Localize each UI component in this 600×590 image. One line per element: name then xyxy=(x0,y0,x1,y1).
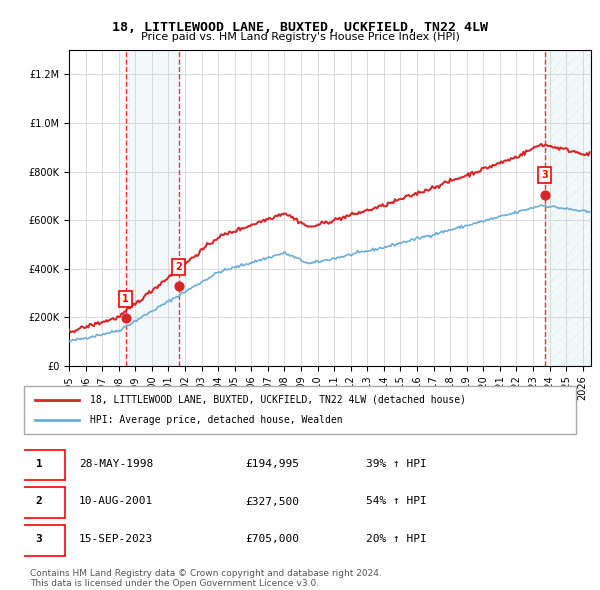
Text: 3: 3 xyxy=(35,535,42,544)
Text: 20% ↑ HPI: 20% ↑ HPI xyxy=(366,535,427,544)
Text: 39% ↑ HPI: 39% ↑ HPI xyxy=(366,459,427,468)
FancyBboxPatch shape xyxy=(24,386,576,434)
FancyBboxPatch shape xyxy=(13,487,65,518)
Bar xyxy=(545,50,591,366)
Text: 3: 3 xyxy=(541,170,548,180)
Point xyxy=(540,190,550,199)
FancyBboxPatch shape xyxy=(13,450,65,480)
Text: 28-MAY-1998: 28-MAY-1998 xyxy=(79,459,154,468)
Text: 15-SEP-2023: 15-SEP-2023 xyxy=(79,535,154,544)
Text: £194,995: £194,995 xyxy=(245,459,299,468)
Text: HPI: Average price, detached house, Wealden: HPI: Average price, detached house, Weal… xyxy=(90,415,343,425)
Text: 2: 2 xyxy=(35,497,42,506)
Bar xyxy=(545,50,591,366)
Text: 18, LITTLEWOOD LANE, BUXTED, UCKFIELD, TN22 4LW: 18, LITTLEWOOD LANE, BUXTED, UCKFIELD, T… xyxy=(112,21,488,34)
FancyBboxPatch shape xyxy=(13,525,65,556)
Text: 10-AUG-2001: 10-AUG-2001 xyxy=(79,497,154,506)
Text: 1: 1 xyxy=(35,459,42,468)
Point xyxy=(174,281,184,291)
Text: Price paid vs. HM Land Registry's House Price Index (HPI): Price paid vs. HM Land Registry's House … xyxy=(140,32,460,42)
Text: 1: 1 xyxy=(122,294,129,304)
Text: This data is licensed under the Open Government Licence v3.0.: This data is licensed under the Open Gov… xyxy=(30,579,319,588)
Bar xyxy=(125,50,179,366)
Text: £705,000: £705,000 xyxy=(245,535,299,544)
Text: 54% ↑ HPI: 54% ↑ HPI xyxy=(366,497,427,506)
Point xyxy=(121,314,130,323)
Text: £327,500: £327,500 xyxy=(245,497,299,506)
Text: Contains HM Land Registry data © Crown copyright and database right 2024.: Contains HM Land Registry data © Crown c… xyxy=(30,569,382,578)
Text: 2: 2 xyxy=(175,262,182,272)
Text: 18, LITTLEWOOD LANE, BUXTED, UCKFIELD, TN22 4LW (detached house): 18, LITTLEWOOD LANE, BUXTED, UCKFIELD, T… xyxy=(90,395,466,405)
